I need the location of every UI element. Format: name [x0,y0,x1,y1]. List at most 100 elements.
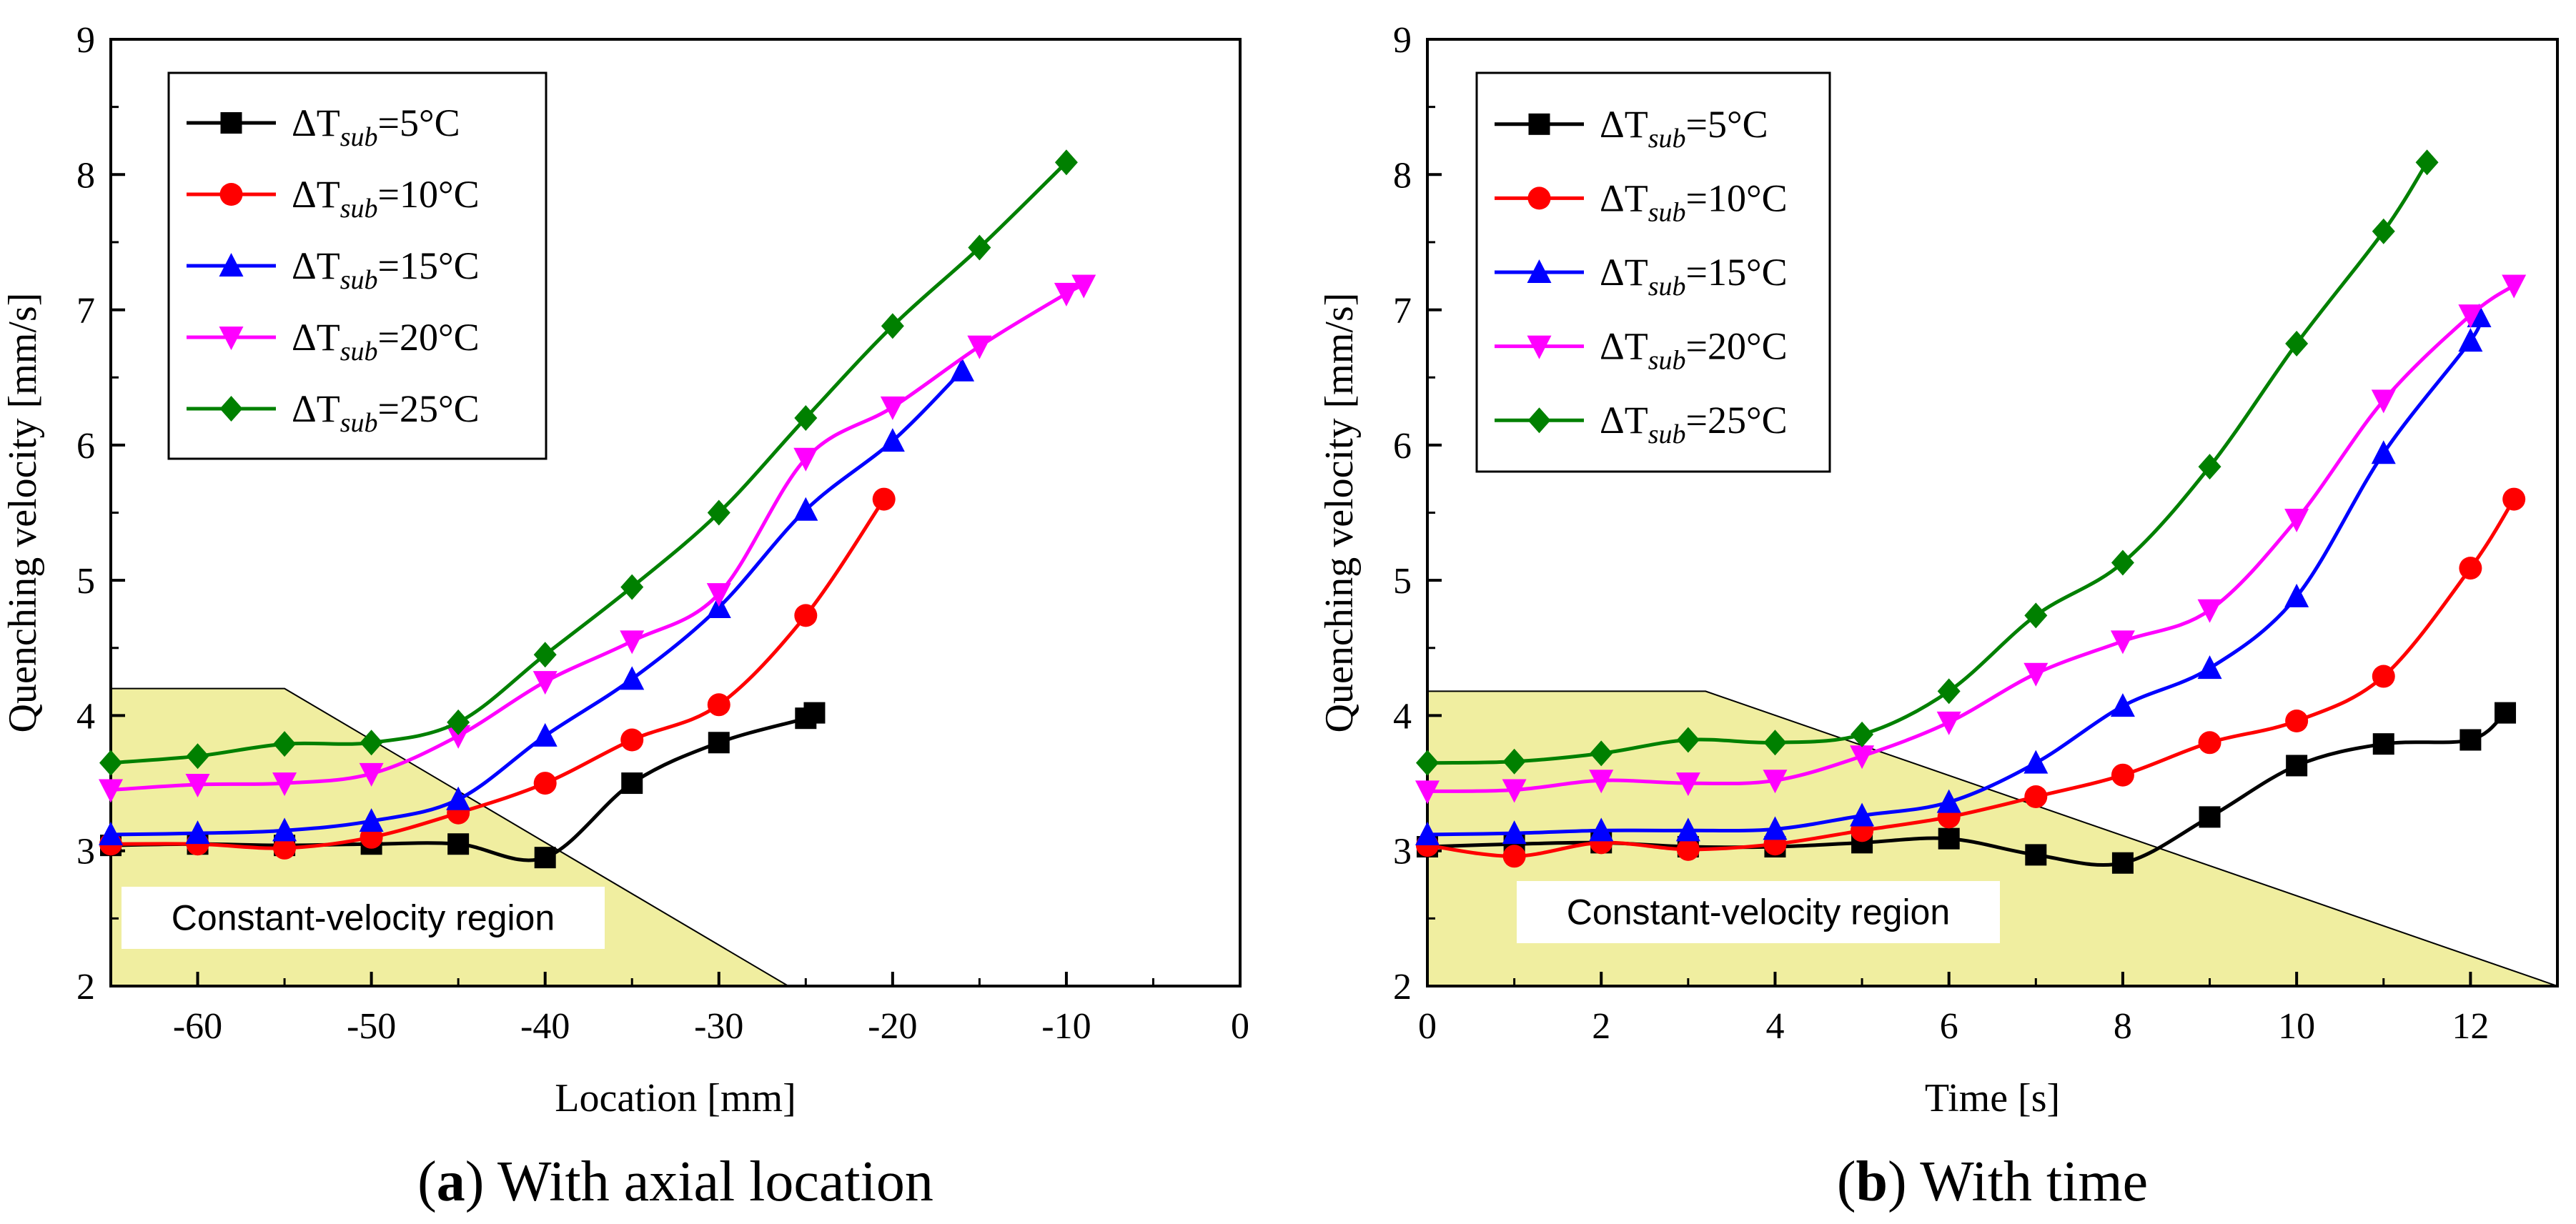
legend-marker [1527,407,1551,434]
data-point [621,772,643,795]
region-label: Constant-velocity region [172,898,555,938]
x-tick-label: 10 [2278,1006,2315,1047]
series-2 [1416,487,2526,868]
y-tick-label: 3 [1393,832,1412,872]
chart-panel-a: Constant-velocity region 2 3 4 5 6 7 8 9 -60 -50 -4… [1,20,1249,1213]
data-point [359,808,384,832]
y-tick-label: 7 [1393,291,1412,332]
data-point [706,583,731,607]
data-point [794,405,818,431]
data-point [1054,149,1078,176]
series-line [1427,284,2515,793]
data-point [2111,763,2134,787]
data-point [273,836,297,860]
data-point [2372,218,2395,244]
x-axis-label: Location [mm] [555,1076,796,1120]
legend-label: ΔTsub=5°C [292,101,460,152]
data-point [2371,389,2396,414]
legend-label: ΔTsub=25°C [292,387,480,438]
data-point [186,743,209,770]
legend-value: =5°C [378,101,460,144]
data-point [272,817,297,842]
data-point [533,642,557,668]
data-point [360,730,383,756]
y-tick-label: 8 [76,155,95,196]
legend-delta-t: ΔT [1600,325,1648,368]
data-point [2199,806,2221,828]
y-tick-label: 3 [76,832,95,872]
x-tick-label: 8 [2114,1006,2132,1047]
data-point [2285,710,2309,732]
legend-subscript: sub [340,408,378,438]
legend-delta-t: ΔT [292,173,340,216]
series-5 [99,149,1078,776]
data-point [185,773,210,797]
data-point [1071,274,1096,299]
x-tick-label: -50 [347,1006,396,1047]
y-tick-label: 4 [76,696,95,737]
data-point [2197,599,2222,623]
data-point [2284,508,2309,532]
legend-value: =5°C [1686,103,1768,146]
panel-caption: (b) With time [1837,1150,2148,1213]
data-point [446,786,471,810]
data-point [2110,630,2135,655]
data-point [2372,733,2394,755]
data-point [2198,731,2221,755]
legend-label: ΔTsub=25°C [1600,399,1788,449]
data-point [2502,487,2526,511]
legend-label: ΔTsub=10°C [1600,176,1788,227]
data-point [2024,785,2048,808]
caption-close: ) [465,1150,497,1213]
data-point [620,666,645,690]
legend-marker [1528,113,1550,135]
data-point [707,499,730,526]
legend-marker [219,253,244,277]
data-point [2371,440,2396,464]
legend-marker [219,183,243,206]
legend-label: ΔTsub=10°C [292,173,480,224]
data-point [793,497,818,521]
data-point [447,709,470,735]
data-point [803,702,826,724]
legend-marker [1527,335,1552,359]
legend-subscript: sub [1648,419,1686,449]
caption-text: With axial location [497,1150,933,1213]
legend: ΔTsub=5°CΔTsub=10°CΔTsub=15°CΔTsub=20°CΔ… [167,71,548,460]
legend-value: =15°C [378,244,480,287]
legend-subscript: sub [340,265,378,295]
data-point [2459,729,2482,751]
legend-delta-t: ΔT [292,316,340,359]
data-point [532,722,558,747]
data-point [2025,844,2047,866]
data-point [1502,779,1527,803]
series-4 [1415,274,2527,805]
data-point [880,428,905,452]
legend-delta-t: ΔT [292,387,340,430]
data-point [2111,852,2134,874]
data-point [708,732,730,754]
x-tick-label: -40 [520,1006,570,1047]
legend-delta-t: ΔT [1600,399,1648,442]
legend-marker [219,396,243,422]
data-point [2372,665,2395,688]
y-tick-label: 6 [76,426,95,467]
data-point [794,604,818,627]
region-label: Constant-velocity region [1567,892,1950,932]
data-point [99,779,123,803]
series-line [110,711,818,862]
data-point [99,822,123,845]
data-point [534,847,556,869]
legend-label: ΔTsub=20°C [292,316,480,367]
data-point [1589,770,1614,794]
x-tick-label: 4 [1765,1006,1784,1047]
data-point [2284,583,2309,607]
legend-subscript: sub [340,194,378,224]
data-point [707,693,730,717]
data-point [1502,748,1526,775]
data-point [1415,780,1440,805]
x-tick-label: -10 [1041,1006,1091,1047]
y-axis-label: Quenching velocity [mm/s] [1317,293,1362,733]
legend-delta-t: ΔT [1600,251,1648,294]
